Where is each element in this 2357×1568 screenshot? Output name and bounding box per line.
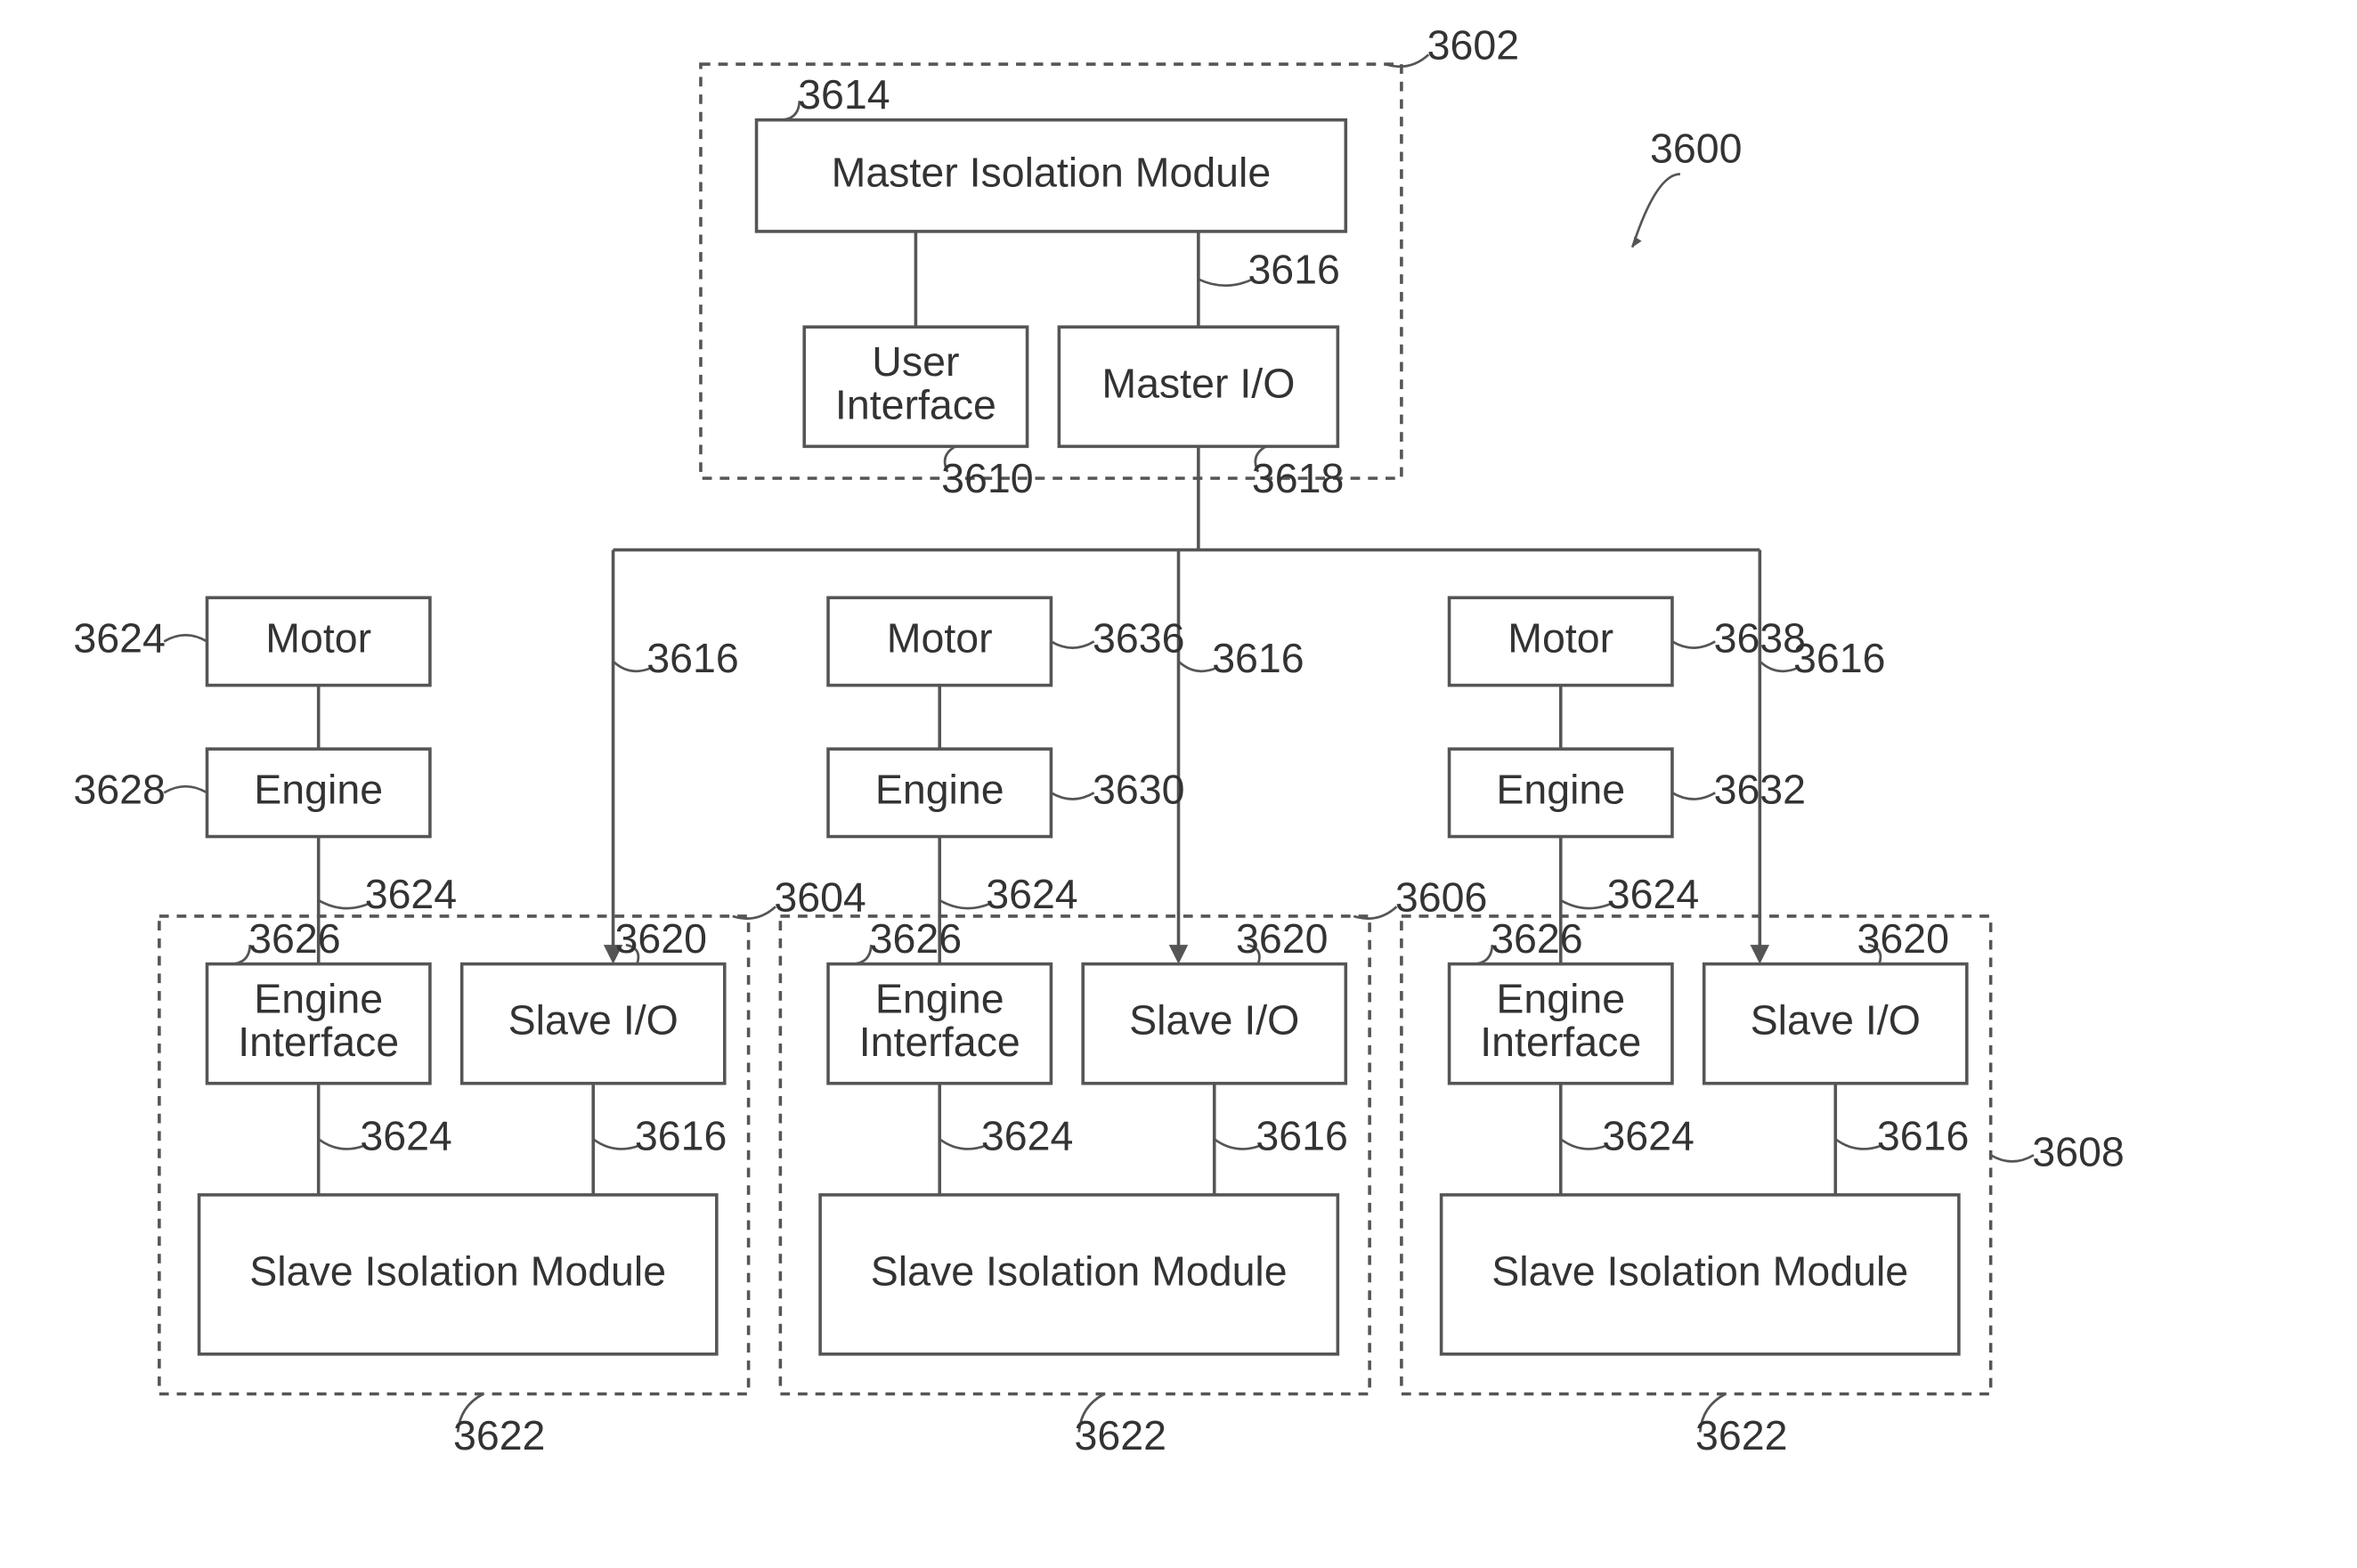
ref-3622-0: 3622 [453,1412,545,1458]
ref-3632: 3632 [1714,767,1806,813]
ref-3624-es-0: 3624 [360,1113,451,1159]
ref-3630: 3630 [1093,767,1184,813]
ref-3624-el-1: 3624 [986,871,1077,917]
master-isolation-module-label: Master Isolation Module [832,150,1272,196]
engine-label: Engine [254,767,383,813]
engine-label: Engine [1496,767,1625,813]
ref-3616-drop-2: 3616 [1793,635,1885,681]
slave-isolation-module-label: Slave Isolation Module [871,1248,1288,1295]
ref-3616-master: 3616 [1248,247,1339,293]
master-io-label: Master I/O [1101,361,1295,407]
ref-3624-el-2: 3624 [1607,871,1699,917]
ref-3620-1: 3620 [1236,915,1328,962]
slave-io-label: Slave I/O [1129,997,1299,1044]
ref-3624-es-2: 3624 [1602,1113,1694,1159]
ref-3638: 3638 [1714,615,1806,662]
ref-3616-ss-2: 3616 [1877,1113,1969,1159]
ref-3628: 3628 [73,767,165,813]
ref-3610: 3610 [941,455,1033,501]
motor-label: Motor [1508,615,1613,662]
ref-3622-2: 3622 [1695,1412,1787,1458]
engine-interface-label: EngineInterface [1480,976,1641,1066]
block-diagram: 3602Master Isolation Module3614UserInter… [0,0,2357,1568]
motor-label: Motor [265,615,371,662]
ref-3624-m0: 3624 [73,615,165,662]
slave-io-label: Slave I/O [508,997,679,1044]
slave-isolation-module-label: Slave Isolation Module [249,1248,666,1295]
ref-3614: 3614 [798,71,890,118]
slave-io-label: Slave I/O [1751,997,1921,1044]
slave-isolation-module-label: Slave Isolation Module [1491,1248,1908,1295]
ref-3636: 3636 [1093,615,1184,662]
engine-interface-label: EngineInterface [238,976,399,1066]
engine-interface-label: EngineInterface [859,976,1020,1066]
ref-3618: 3618 [1252,455,1344,501]
ref-3622-1: 3622 [1074,1412,1166,1458]
ref-3616-ss-1: 3616 [1256,1113,1347,1159]
ref-3626-2: 3626 [1491,915,1582,962]
ref-3624-es-1: 3624 [981,1113,1073,1159]
ref-3616-drop-0: 3616 [646,635,738,681]
ref-3626-0: 3626 [248,915,340,962]
engine-label: Engine [875,767,1004,813]
ref-3600: 3600 [1650,126,1742,172]
ref-3616-ss-0: 3616 [635,1113,727,1159]
ref-3616-drop-1: 3616 [1212,635,1304,681]
ref-3626-1: 3626 [870,915,962,962]
ref-3604: 3604 [774,873,866,920]
ref-3606: 3606 [1395,873,1487,920]
ref-3620-2: 3620 [1857,915,1949,962]
motor-label: Motor [887,615,993,662]
ref-3624-el-0: 3624 [365,871,457,917]
ref-3608: 3608 [2032,1129,2124,1175]
ref-3620-0: 3620 [615,915,707,962]
ref-3602: 3602 [1427,21,1519,68]
